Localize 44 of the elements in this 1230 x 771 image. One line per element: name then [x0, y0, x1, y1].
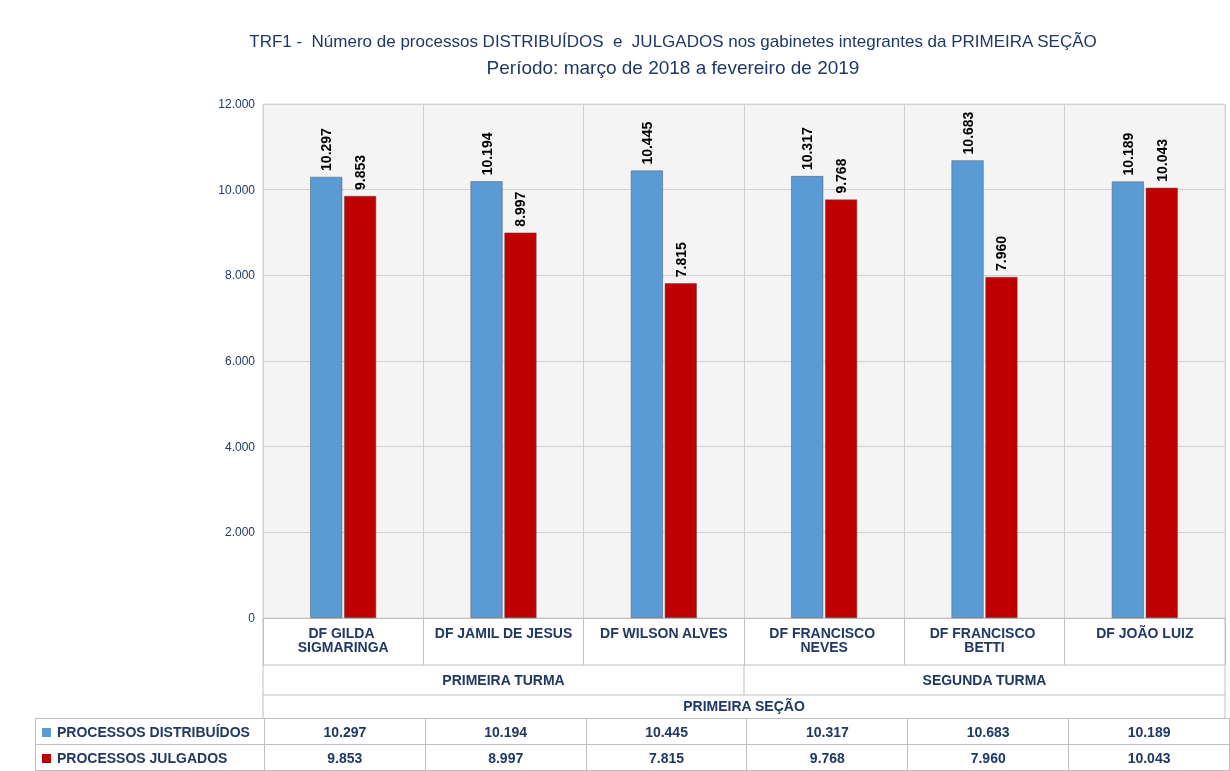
data-label: 9.768	[746, 744, 908, 771]
text: 10.297	[318, 128, 335, 171]
data-label: 10.043	[1068, 744, 1230, 771]
y-tick-label: 10.000	[218, 182, 256, 197]
data-label: 8.997	[425, 744, 587, 771]
y-tick-label: 8.000	[224, 268, 256, 283]
text: 9.853	[352, 154, 369, 190]
x-tick-label: DF GILDA SIGMARINGA	[297, 625, 389, 655]
text: 10.317	[799, 127, 816, 171]
data-label: 7.960	[907, 744, 1069, 771]
data-label: 10.189	[1068, 718, 1230, 745]
x-tick-label: DF JOÃO LUIZ	[1096, 624, 1194, 641]
text: PRIMEIRA TURMA	[442, 672, 565, 688]
text: PRIMEIRA SEÇÃO	[683, 697, 805, 714]
y-tick-label: 12.000	[218, 97, 256, 111]
text: 7.960	[993, 236, 1010, 272]
text: 10.189	[1119, 132, 1136, 176]
data-label: 10.683	[907, 718, 1069, 745]
data-label: 10.317	[746, 718, 908, 745]
x-tick-label: DF WILSON ALVES	[600, 625, 728, 641]
data-label: 7.815	[586, 744, 747, 771]
text: 8.997	[512, 191, 529, 227]
y-tick-label: 2.000	[224, 525, 256, 540]
text: 7.815	[672, 242, 689, 278]
x-tick-label: DF JAMIL DE JESUS	[434, 625, 573, 641]
x-tick-label: DF FRANCISCO BETTI	[929, 625, 1040, 655]
chart-subtitle: Período: março de 2018 a fevereiro de 2019	[486, 57, 860, 78]
text: 10.043	[1153, 139, 1170, 182]
legend-label: PROCESSOS JULGADOS	[35, 744, 265, 771]
text: 10.445	[638, 121, 655, 165]
data-label: 9.853	[264, 744, 426, 771]
legend-label: PROCESSOS DISTRIBUÍDOS	[35, 718, 265, 745]
data-label: 10.297	[264, 718, 426, 745]
data-label: 10.445	[586, 718, 747, 745]
y-tick-label: 6.000	[224, 354, 256, 368]
text: 9.768	[833, 158, 850, 194]
y-tick-label: 4.000	[224, 439, 256, 454]
text: 10.683	[959, 111, 976, 155]
chart-title: TRF1 - Número de processos DISTRIBUÍDOS e JULGADOS nos gabinetes integrantes da PRIMEIRA SEÇÃO	[249, 32, 1097, 51]
x-tick-label: DF FRANCISCO NEVES	[769, 625, 879, 655]
text: SEGUNDA TURMA	[922, 672, 1047, 688]
data-label: 10.194	[425, 718, 587, 745]
y-tick-label: 0	[248, 611, 256, 625]
text: 10.194	[478, 132, 495, 176]
